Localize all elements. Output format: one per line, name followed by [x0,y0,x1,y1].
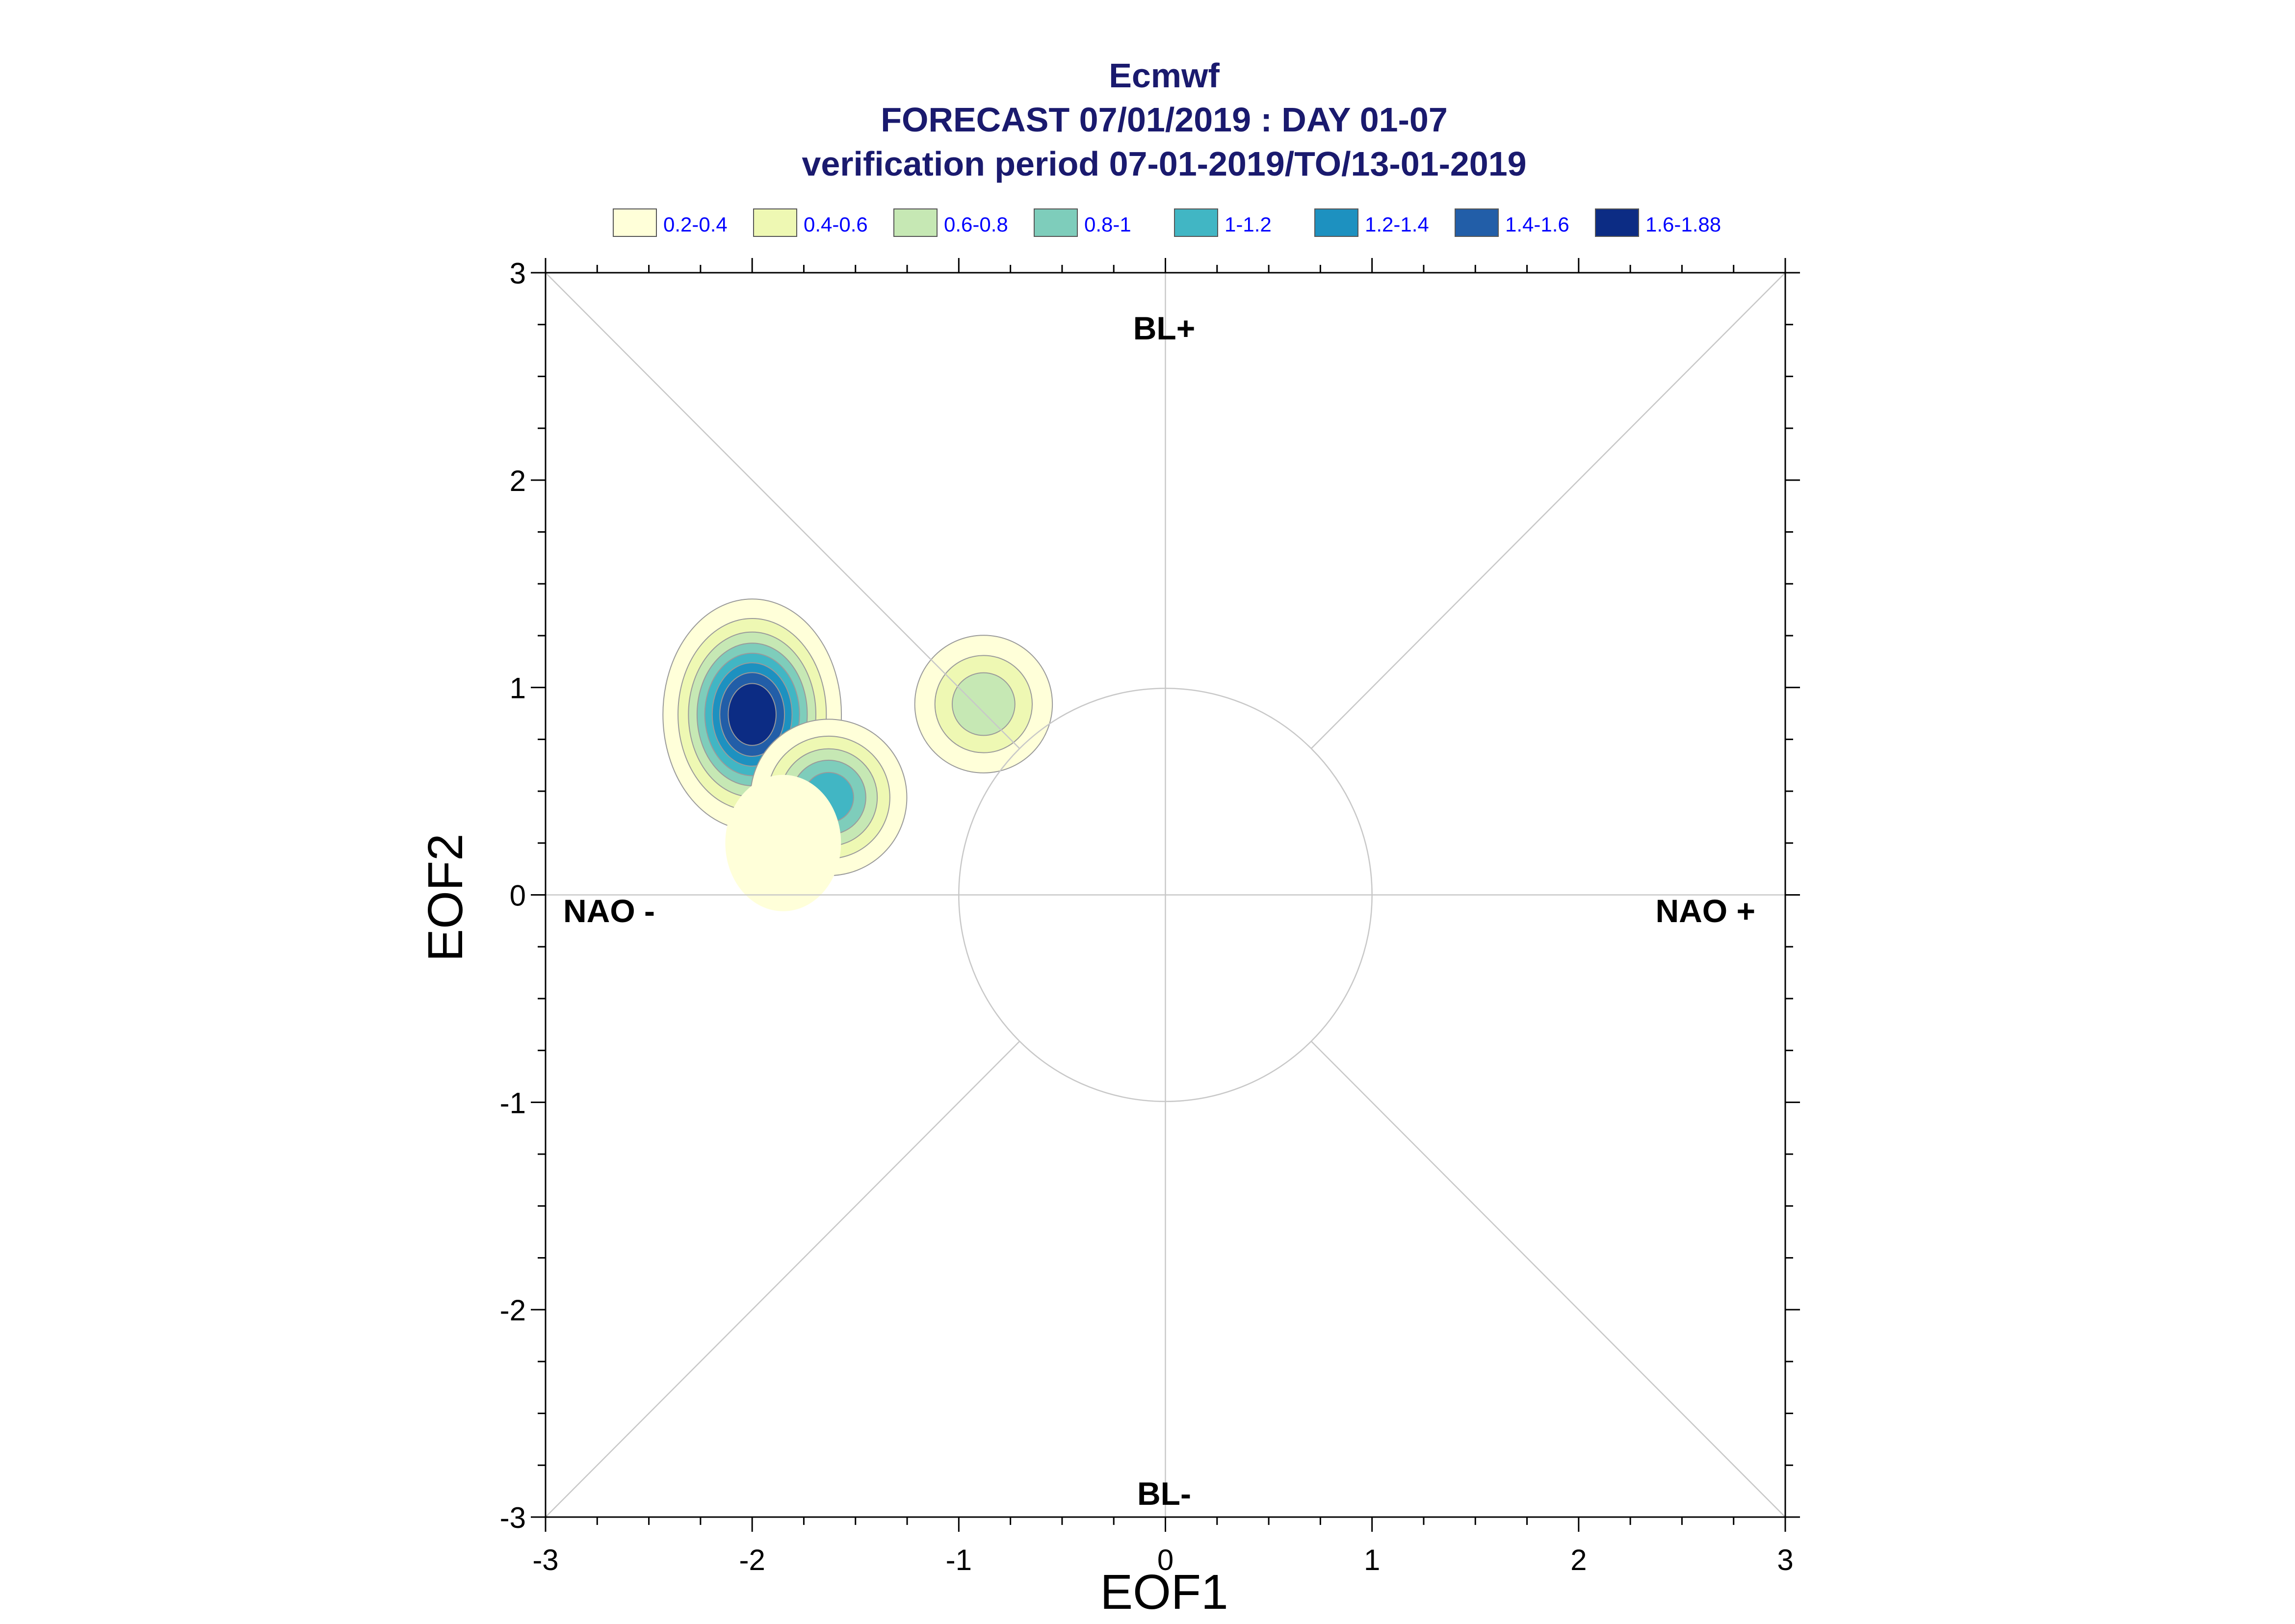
x-tick-label: 1 [1364,1544,1380,1576]
density-contours [662,598,1053,911]
regime-label-nao-minus: NAO - [563,893,655,929]
legend-label: 0.4-0.6 [804,213,868,236]
density-tail [725,774,841,911]
legend-swatch [753,208,797,237]
reference-circle [958,688,1373,1102]
legend-label: 0.6-0.8 [944,213,1008,236]
diagonal-line [1311,1041,1786,1518]
y-tick-label: -1 [500,1086,526,1119]
legend-label: 1.4-1.6 [1505,213,1569,236]
legend-swatch [613,208,657,237]
y-tick-label: 1 [510,672,526,705]
regime-label-bl-minus: BL- [1137,1475,1191,1512]
x-tick-label: 0 [1157,1544,1174,1576]
axis-ticks: -3 -2 -1 0 1 2 3 -3 -2 -1 0 1 2 3 [500,257,1800,1576]
legend: 0.2-0.4 0.4-0.6 0.6-0.8 0.8-1 1-1.2 1.2-1.4 1.… [613,208,1721,237]
density-level [728,683,777,746]
plot-area: -3 -2 -1 0 1 2 3 -3 -2 -1 0 1 2 3 [500,257,1800,1576]
y-tick-label: -2 [500,1294,526,1327]
legend-label: 0.2-0.4 [663,213,728,236]
density-level [951,672,1016,736]
legend-swatch [1174,208,1218,237]
diagonal-line [545,272,1020,749]
legend-label: 0.8-1 [1084,213,1131,236]
legend-swatch [893,208,938,237]
chart-subtitle-2: verification period 07-01-2019/TO/13-01-… [802,145,1526,183]
x-tick-label: -2 [739,1544,765,1576]
legend-swatch [1455,208,1499,237]
regime-label-nao-plus: NAO + [1655,893,1755,929]
legend-label: 1-1.2 [1225,213,1272,236]
legend-swatch [1034,208,1078,237]
y-tick-label: -3 [500,1501,526,1534]
legend-swatch [1595,208,1639,237]
chart-subtitle: FORECAST 07/01/2019 : DAY 01-07 [881,101,1448,139]
legend-label: 1.6-1.88 [1645,213,1721,236]
diagonal-line [545,1041,1020,1518]
y-tick-label: 3 [510,257,526,290]
guide-lines [545,272,1786,1518]
chart-title: Ecmwf [1109,56,1220,95]
legend-label: 1.2-1.4 [1365,213,1429,236]
regime-label-bl-plus: BL+ [1133,310,1196,346]
y-axis-label: EOF2 [418,833,473,961]
x-tick-label: 2 [1570,1544,1587,1576]
y-tick-label: 2 [510,464,526,497]
x-tick-label: -1 [946,1544,972,1576]
y-tick-label: 0 [510,879,526,912]
x-tick-label: 3 [1777,1544,1793,1576]
x-axis-label: EOF1 [1100,1565,1228,1620]
diagonal-line [1311,272,1786,749]
x-tick-label: -3 [532,1544,558,1576]
legend-swatch [1314,208,1358,237]
